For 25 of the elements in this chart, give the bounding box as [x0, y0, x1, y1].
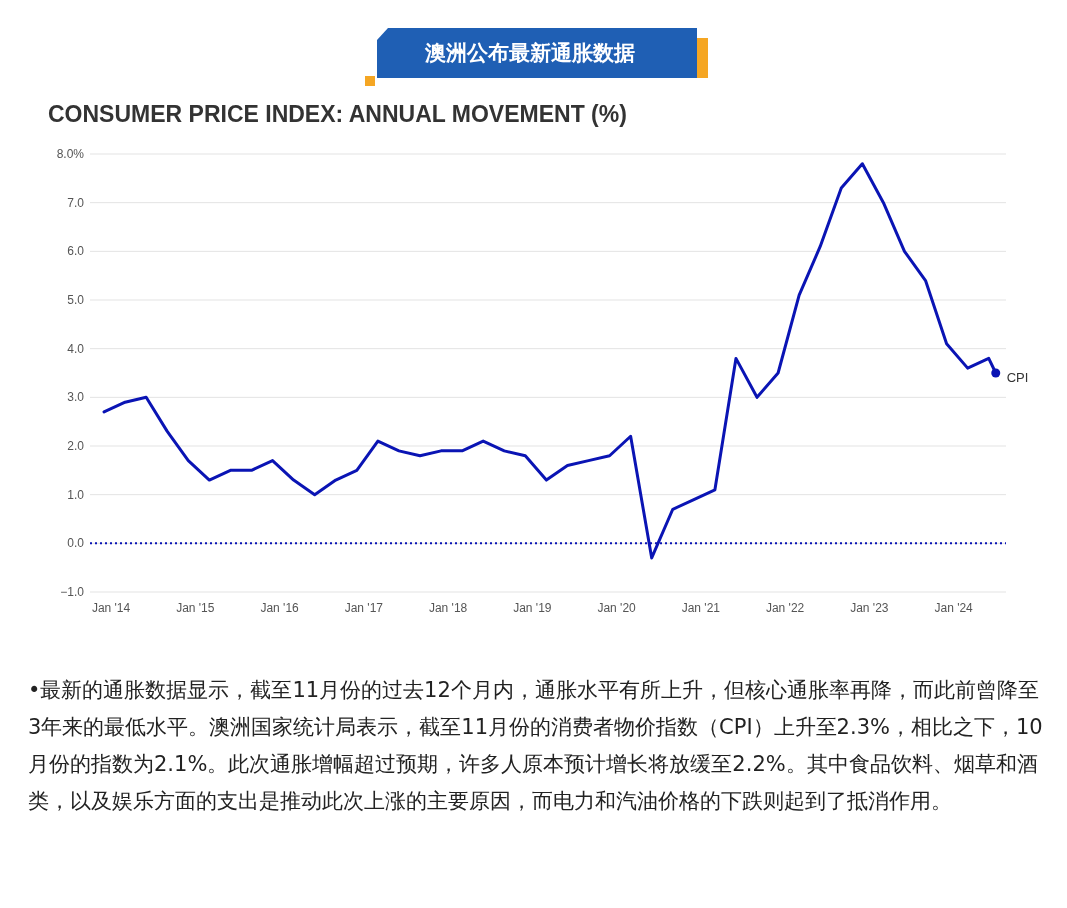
x-tick-label: Jan '14 — [91, 601, 131, 615]
y-tick-label: 3.0 — [67, 390, 85, 405]
y-tick-label: 0.0 — [67, 536, 85, 551]
y-tick-label: 5.0 — [67, 293, 85, 307]
x-tick-label: Jan '16 — [260, 601, 300, 615]
y-tick-label: 7.0 — [67, 195, 85, 210]
y-tick-label: 6.0 — [67, 244, 85, 259]
text: •最新的通胀数据显示，截至11月份的过去12个月内，通胀水平有所上升，但核心通胀率再降，而此前曾降至3年来的最低水平。澳洲国家统计局表示，截至11月份的消费者物价指数（CPI）上升至2.3%，相比之下，10月份的指数为2.1%。此次通胀增幅超过预期，许多人原本预计增长将放缓至2.2%。其中食品饮料、烟草和酒类，以及娱乐方面的支出是推动此次上涨的主要原因，而电力和汽油价格的下跌则起到了抵消作用。 — [28, 677, 1044, 815]
x-tick-label: Jan '18 — [428, 601, 468, 615]
x-tick-label: Jan '15 — [176, 601, 215, 615]
chart-subtitle: CONSUMER PRICE INDEX: ANNUAL MOVEMENT (%) — [48, 101, 627, 127]
y-tick-label: 1.0 — [67, 487, 85, 502]
x-tick-label: Jan '19 — [513, 601, 552, 615]
y-tick-label: 2.0 — [67, 439, 85, 453]
x-tick-label: Jan '22 — [765, 601, 805, 615]
y-tick-label: 4.0 — [67, 341, 85, 356]
x-tick-label: Jan '17 — [344, 601, 384, 615]
x-tick-label: Jan '21 — [681, 601, 721, 615]
x-tick-label: Jan '20 — [597, 601, 637, 615]
series-label: CPI — [1006, 370, 1029, 385]
y-tick-label: −1.0 — [60, 585, 85, 599]
x-tick-label: Jan '23 — [850, 601, 889, 615]
chart-title: 澳洲公布最新通胀数据 — [424, 41, 635, 65]
y-tick-label: 8.0% — [56, 147, 85, 161]
x-tick-label: Jan '24 — [934, 601, 974, 615]
